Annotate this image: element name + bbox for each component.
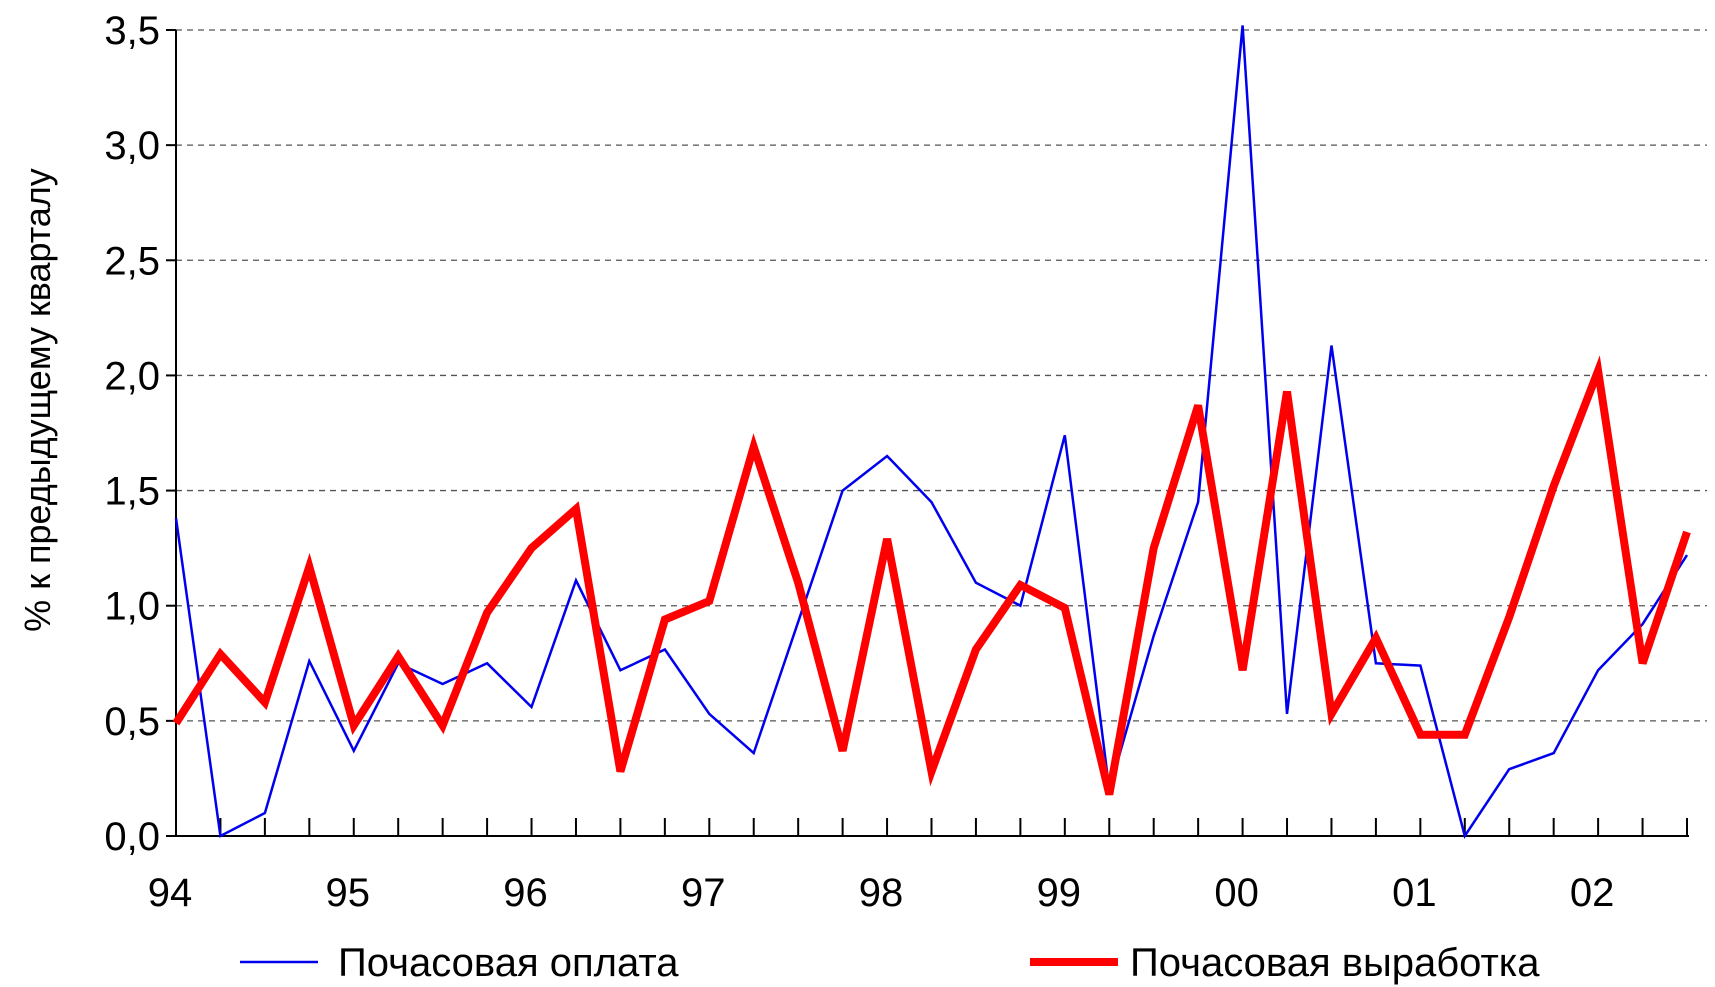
tick-labels: 0,0 0,5 1,0 1,5 2,0 2,5 3,0 3,5 94 95 96 97 98 99 00 01… <box>104 9 1614 915</box>
x-tick-label: 01 <box>1392 871 1437 915</box>
axes <box>166 29 1689 837</box>
x-tick-label: 98 <box>859 871 904 915</box>
series-lines <box>172 25 1691 840</box>
y-tick-label: 1,0 <box>104 585 160 629</box>
x-tick-label: 99 <box>1037 871 1082 915</box>
series-line-output <box>172 355 1691 796</box>
legend: Почасовая оплата Почасовая выработка <box>240 941 1540 985</box>
legend-label-output: Почасовая выработка <box>1130 941 1540 985</box>
x-tick-label: 95 <box>326 871 371 915</box>
y-tick-label: 0,5 <box>104 700 160 744</box>
x-tick-label: 02 <box>1570 871 1615 915</box>
y-tick-label: 2,0 <box>104 354 160 398</box>
x-tick-label: 00 <box>1214 871 1259 915</box>
y-tick-label: 3,0 <box>104 124 160 168</box>
x-tick-label: 97 <box>681 871 726 915</box>
y-tick-label: 3,5 <box>104 9 160 53</box>
y-tick-label: 0,0 <box>104 815 160 859</box>
x-tick-label: 96 <box>503 871 548 915</box>
y-tick-label: 2,5 <box>104 239 160 283</box>
y-tick-label: 1,5 <box>104 470 160 514</box>
x-tick-label: 94 <box>148 871 193 915</box>
series-line-wage <box>174 25 1689 840</box>
y-axis-title: % к предыдущему кварталу <box>17 168 58 632</box>
legend-label-wage: Почасовая оплата <box>338 941 679 985</box>
grid-lines <box>176 29 1707 722</box>
